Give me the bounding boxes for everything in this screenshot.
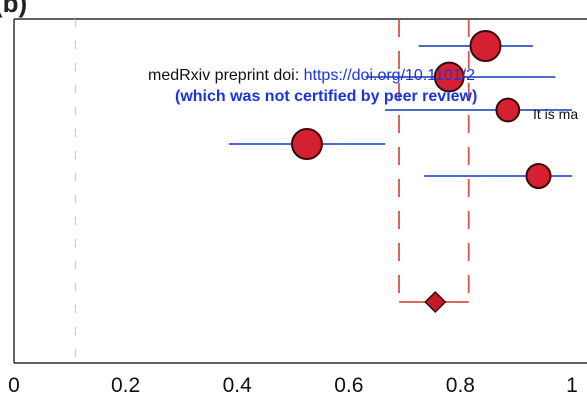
study-estimate-marker [290, 128, 323, 160]
x-axis: 0 0.2 0.4 0.6 0.8 1 [8, 374, 578, 397]
study-estimate-marker [469, 30, 502, 62]
study-estimate-marker [525, 163, 552, 189]
preprint-prefix: medRxiv preprint doi: [148, 67, 304, 84]
x-tick-label: 0.6 [334, 374, 363, 397]
x-tick-label: 1 [566, 374, 578, 397]
x-tick-label: 0.8 [446, 374, 475, 397]
x-tick-label: 0.2 [111, 374, 140, 397]
peer-review-note: (which was not certified by peer review) [175, 88, 478, 105]
plot-area [13, 18, 587, 364]
preprint-doi-link[interactable]: https://doi.org/10.1101/2 [303, 67, 476, 84]
x-tick-label: 0 [8, 374, 20, 397]
availability-note: It is ma [533, 106, 579, 122]
preprint-doi-line: medRxiv preprint doi: https://doi.org/10… [148, 67, 475, 85]
study-estimate-marker [495, 97, 521, 123]
x-tick-label: 0.4 [223, 374, 253, 397]
study-estimate-marker [433, 61, 465, 93]
pooled-estimate-diamond [424, 290, 447, 314]
panel-title-fragment: (b) [0, 0, 27, 18]
